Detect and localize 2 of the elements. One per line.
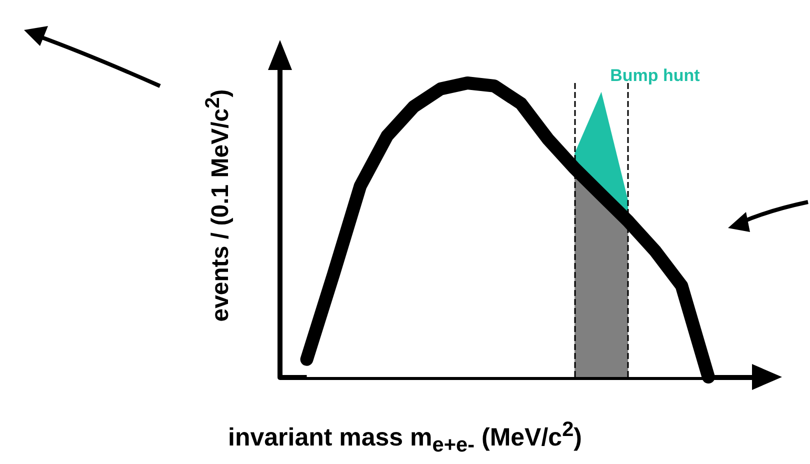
series-label: Bump hunt [610,66,700,86]
x-axis-title: invariant mass m$_{e+e-}$ (MeV/c$^{2}$) [227,418,583,458]
